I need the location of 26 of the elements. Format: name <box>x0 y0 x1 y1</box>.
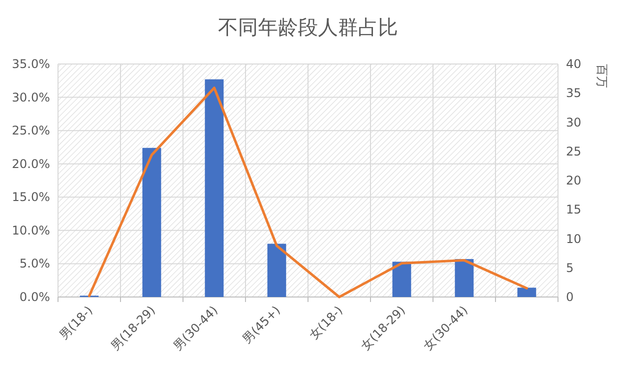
y2-tick-label: 40 <box>566 57 582 71</box>
y2-tick-label: 15 <box>566 202 582 217</box>
y-tick-label: 35.0% <box>12 57 50 71</box>
y-tick-label: 5.0% <box>20 256 50 271</box>
y2-tick-label: 30 <box>566 115 582 130</box>
y-tick-label: 25.0% <box>12 124 50 138</box>
bar <box>142 148 162 297</box>
y-tick-label: 20.0% <box>12 156 50 171</box>
bar <box>454 259 474 297</box>
chart-title: 不同年龄段人群占比 <box>218 15 398 39</box>
y2-axis-title: 百万 <box>595 64 609 88</box>
y-tick-label: 10.0% <box>12 223 50 238</box>
y2-tick-label: 25 <box>566 144 582 158</box>
bar <box>204 79 224 297</box>
y2-tick-label: 35 <box>566 86 582 100</box>
line-series <box>88 86 528 298</box>
bar <box>267 244 286 297</box>
bar <box>517 288 536 297</box>
y2-tick-label: 10 <box>566 232 582 246</box>
y2-tick-label: 5 <box>566 260 574 275</box>
y2-tick-label: 0 <box>566 290 574 304</box>
y2-tick-label: 20 <box>566 174 582 188</box>
y-tick-label: 0.0% <box>20 290 50 304</box>
y-tick-label: 30.0% <box>12 90 50 104</box>
y-tick-label: 15.0% <box>12 190 50 204</box>
bar <box>392 262 412 297</box>
